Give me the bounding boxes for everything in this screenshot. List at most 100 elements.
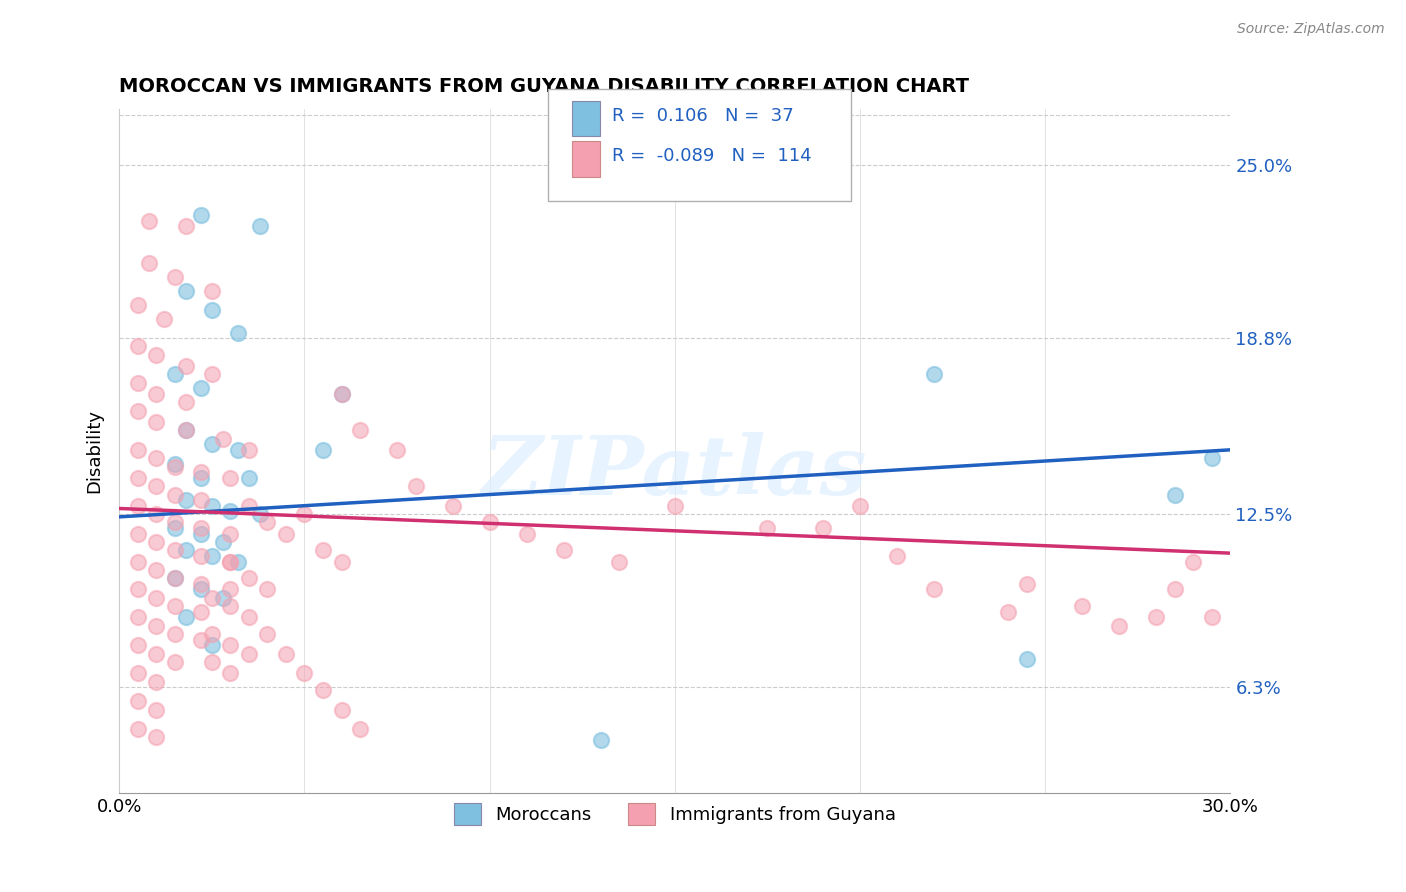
Point (201, 303, 224, 318)
Point (201, 638, 224, 652)
Point (478, 516, 501, 530)
Point (212, 535, 235, 549)
Point (145, 535, 167, 549)
Point (145, 479, 167, 493)
Point (174, 543, 197, 558)
Point (516, 526, 538, 541)
Point (274, 526, 297, 541)
Point (127, 403, 149, 417)
Point (190, 526, 212, 541)
Point (212, 591, 235, 605)
Point (219, 555, 242, 569)
Point (163, 521, 186, 535)
Point (127, 471, 149, 485)
Point (886, 549, 908, 563)
Point (219, 666, 242, 681)
Y-axis label: Disability: Disability (86, 409, 103, 493)
Text: R =  0.106   N =  37: R = 0.106 N = 37 (612, 107, 793, 125)
Point (553, 543, 575, 558)
Point (219, 526, 242, 541)
Point (190, 632, 212, 647)
Point (212, 432, 235, 446)
Point (174, 610, 197, 624)
Point (1201, 451, 1223, 466)
Point (201, 627, 224, 641)
Point (238, 571, 260, 585)
Point (1201, 610, 1223, 624)
Point (127, 376, 149, 390)
Point (238, 442, 260, 457)
Point (152, 311, 174, 326)
Point (664, 499, 686, 513)
Point (190, 465, 212, 479)
Point (349, 722, 371, 736)
Point (219, 471, 242, 485)
Point (1015, 577, 1038, 591)
Point (127, 297, 149, 311)
Point (127, 582, 149, 597)
Point (312, 442, 335, 457)
Point (1108, 619, 1130, 633)
Point (163, 459, 186, 474)
Point (997, 605, 1019, 619)
Point (145, 348, 167, 362)
Point (163, 516, 186, 530)
Point (201, 284, 224, 298)
Point (174, 493, 197, 508)
Point (127, 442, 149, 457)
Point (256, 582, 278, 597)
Point (145, 451, 167, 466)
Point (174, 395, 197, 409)
Point (127, 339, 149, 353)
Point (127, 694, 149, 708)
Point (1144, 610, 1167, 624)
Point (145, 647, 167, 661)
Point (145, 563, 167, 577)
Point (138, 214, 160, 228)
Point (274, 647, 297, 661)
Point (1071, 599, 1094, 614)
Point (249, 507, 271, 521)
Point (201, 499, 224, 513)
Point (163, 269, 186, 284)
Point (441, 499, 464, 513)
Text: ZIPatlas: ZIPatlas (482, 432, 868, 512)
Point (589, 733, 612, 747)
Point (256, 627, 278, 641)
Point (163, 457, 186, 471)
Point (190, 582, 212, 597)
Point (163, 655, 186, 669)
Point (174, 423, 197, 437)
Point (330, 555, 353, 569)
Point (312, 543, 335, 558)
Point (127, 722, 149, 736)
Point (190, 521, 212, 535)
Point (145, 619, 167, 633)
Point (127, 638, 149, 652)
Point (922, 582, 945, 597)
Point (190, 381, 212, 395)
Point (145, 674, 167, 689)
Point (190, 549, 212, 563)
Point (163, 571, 186, 585)
Point (756, 521, 779, 535)
Point (811, 521, 834, 535)
Point (238, 610, 260, 624)
Point (312, 683, 335, 698)
Point (201, 655, 224, 669)
Point (1164, 582, 1187, 597)
Point (127, 555, 149, 569)
Point (330, 702, 353, 716)
Point (190, 605, 212, 619)
Point (174, 423, 197, 437)
Point (330, 387, 353, 401)
Point (127, 666, 149, 681)
Point (201, 368, 224, 382)
Point (238, 647, 260, 661)
Point (219, 555, 242, 569)
Point (190, 208, 212, 222)
Point (163, 487, 186, 501)
Point (226, 326, 249, 340)
Point (219, 599, 242, 614)
Point (163, 571, 186, 585)
